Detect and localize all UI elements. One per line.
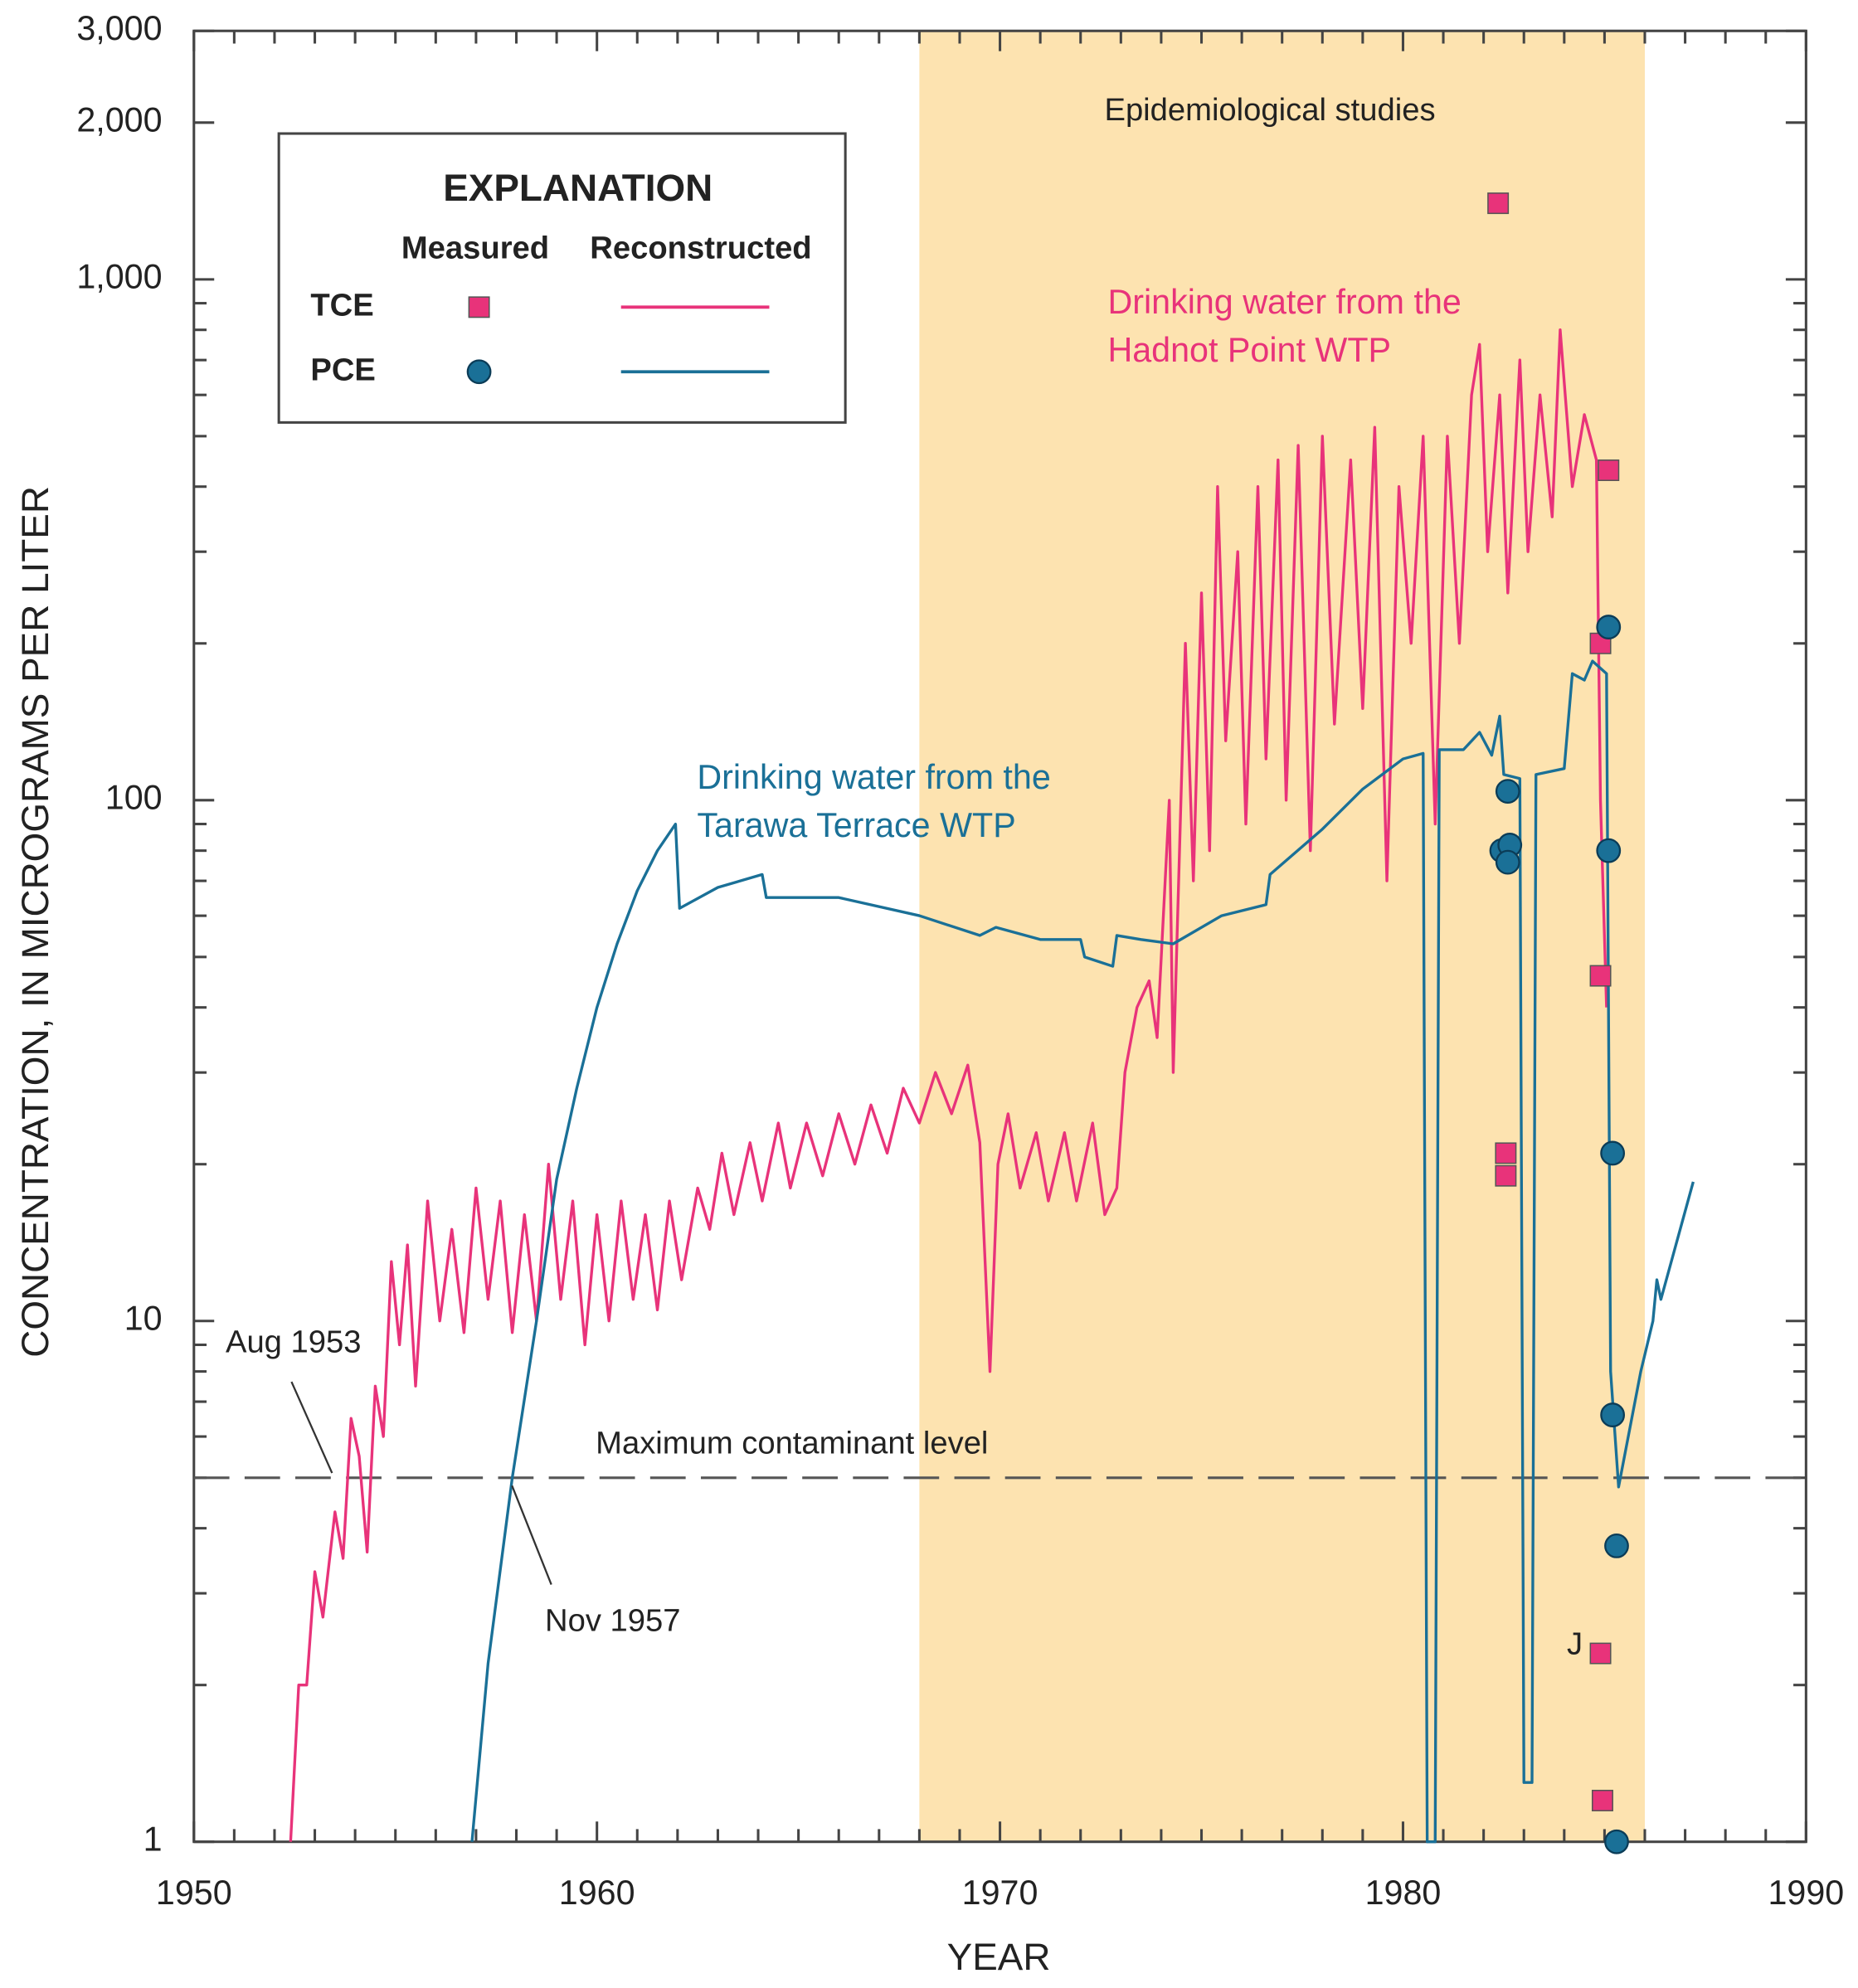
x-axis-label: YEAR: [947, 1936, 1051, 1978]
y-tick-label: 1,000: [76, 258, 162, 296]
series-label: Tarawa Terrace WTP: [697, 806, 1015, 844]
y-tick-label: 2,000: [76, 101, 162, 139]
measured-point: [1495, 1142, 1517, 1164]
legend-column: Measured: [401, 231, 549, 266]
measured-point: [1589, 965, 1612, 987]
annotation: Aug 1953: [226, 1324, 362, 1359]
measured-point: [1495, 849, 1520, 875]
x-tick-label: 1950: [156, 1874, 232, 1912]
x-tick-label: 1960: [559, 1874, 635, 1912]
y-axis-label: CONCENTRATION, IN MICROGRAMS PER LITER: [14, 486, 56, 1358]
measured-point: [1600, 1402, 1626, 1427]
measured-point: [1495, 779, 1520, 804]
measured-point: [1591, 1790, 1613, 1811]
annotation: Nov 1957: [545, 1602, 680, 1638]
y-tick-label: 3,000: [76, 9, 162, 47]
legend-marker: [468, 296, 490, 318]
series-label: Drinking water from the: [697, 758, 1050, 796]
legend-marker: [466, 359, 492, 385]
annotation: Epidemiological studies: [1104, 92, 1435, 128]
measured-point: [1487, 192, 1510, 215]
measured-point: [1598, 459, 1620, 482]
measured-point: [1495, 1164, 1517, 1187]
measured-point: [1600, 1140, 1626, 1166]
x-tick-label: 1990: [1768, 1874, 1844, 1912]
measured-point: [1596, 615, 1622, 639]
x-tick-label: 1970: [962, 1874, 1038, 1912]
leader-line: [290, 1381, 333, 1474]
measured-point: [1596, 838, 1622, 863]
series-label: Hadnot Point WTP: [1107, 331, 1391, 369]
reference-label: Maximum contaminant level: [596, 1426, 988, 1461]
leader-line: [511, 1485, 552, 1585]
x-tick-label: 1980: [1365, 1874, 1442, 1912]
reconstructed-line: [289, 328, 1608, 1842]
reconstructed-line: [470, 659, 1695, 1844]
measured-point: [1604, 1534, 1629, 1558]
legend-column: Reconstructed: [590, 231, 811, 266]
legend-entry: TCE: [310, 287, 373, 323]
legend-entry: PCE: [310, 352, 376, 387]
legend-box: [277, 132, 847, 424]
y-tick-label: 1: [143, 1820, 163, 1859]
y-tick-label: 100: [105, 779, 163, 817]
series-label: Drinking water from the: [1107, 283, 1461, 321]
measured-point: [1589, 1642, 1612, 1665]
measured-point: [1604, 1829, 1629, 1854]
legend-title: EXPLANATION: [443, 167, 713, 209]
y-tick-label: 10: [124, 1300, 163, 1338]
point-qualifier: J: [1567, 1626, 1583, 1661]
